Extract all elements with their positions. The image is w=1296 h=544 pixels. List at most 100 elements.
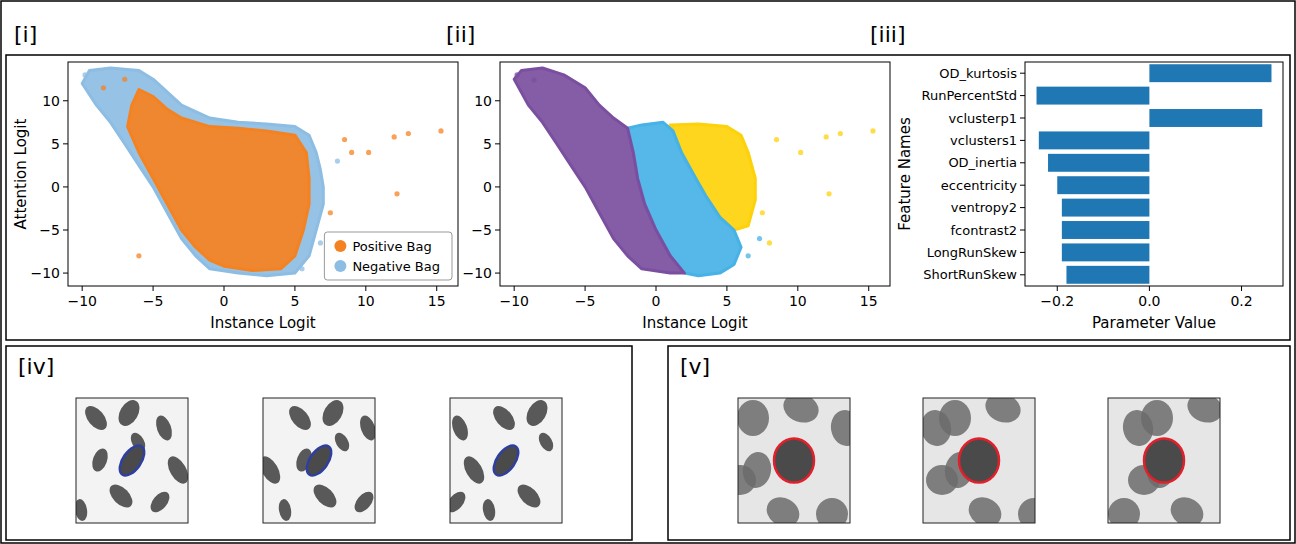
nucleus [923, 408, 954, 449]
nucleus [81, 402, 111, 434]
bar [1062, 221, 1150, 239]
x-tick [365, 286, 366, 291]
nucleus [738, 400, 769, 436]
x-tick-label: 5 [722, 293, 731, 309]
x-tick [1057, 286, 1058, 291]
nucleus-contour [774, 439, 814, 483]
legend-label: Negative Bag [352, 259, 440, 274]
tile-frame [450, 398, 562, 523]
x-tick-label: 15 [428, 293, 446, 309]
nucleus [738, 465, 756, 495]
nucleus [114, 398, 144, 430]
nucleus [285, 402, 315, 434]
point [122, 77, 127, 82]
bar [1039, 131, 1150, 149]
x-tick-label: −10 [67, 293, 97, 309]
y-tick-label: 5 [483, 136, 492, 152]
point [531, 77, 536, 82]
point [342, 137, 347, 142]
panel-label: [i] [14, 22, 37, 47]
y-tick-label: 10 [474, 93, 492, 109]
x-tick [1241, 286, 1242, 291]
image-tile [923, 398, 1035, 523]
y-tick-label: −10 [462, 265, 492, 281]
y-tick-label: 0 [483, 179, 492, 195]
bar [1149, 64, 1271, 82]
point [798, 150, 803, 155]
nucleus [481, 498, 497, 522]
image-tile [263, 398, 375, 523]
nucleus [816, 498, 848, 523]
plot-frame [1025, 62, 1283, 286]
nucleus [332, 430, 352, 453]
category-label: OD_inertia [948, 155, 1017, 170]
outer-frame [1, 1, 1295, 543]
panel-frame [6, 346, 632, 540]
point [101, 85, 106, 90]
nucleus [1183, 398, 1220, 427]
x-tick [514, 286, 515, 291]
nucleus [351, 488, 375, 515]
nucleus [450, 488, 469, 515]
nucleus [318, 398, 348, 430]
category-tick [1020, 252, 1025, 253]
nucleus [460, 453, 489, 487]
legend-marker [334, 240, 346, 252]
y-tick [63, 186, 68, 187]
category-tick [1020, 185, 1025, 186]
point [826, 191, 831, 196]
nucleus [164, 453, 188, 487]
nucleus [1120, 408, 1156, 449]
point [767, 240, 772, 245]
tile-frame [263, 398, 375, 523]
y-tick [63, 273, 68, 274]
y-tick [495, 186, 500, 187]
plot-area [1037, 64, 1272, 284]
point [335, 158, 340, 163]
bar [1048, 154, 1149, 172]
figure: −10−50510−10−5051015Instance LogitAttent… [0, 0, 1296, 544]
nucleus [779, 398, 822, 427]
x-tick-label: −5 [575, 293, 596, 309]
x-tick [585, 286, 586, 291]
nucleus-contour [959, 439, 999, 483]
y-tick [63, 230, 68, 231]
y-tick [495, 230, 500, 231]
point [392, 134, 397, 139]
y-tick [495, 143, 500, 144]
image-tile [76, 398, 188, 523]
category-label: fcontrast2 [951, 223, 1017, 238]
y-tick [495, 273, 500, 274]
point-cloud [514, 68, 684, 273]
x-tick-label: 0 [652, 293, 661, 309]
y-tick-label: 5 [51, 136, 60, 152]
x-tick-label: −10 [499, 293, 529, 309]
category-label: ShortRunSkew [923, 267, 1017, 282]
x-tick [436, 286, 437, 291]
point-cloud [128, 90, 310, 271]
x-tick [224, 286, 225, 291]
point [870, 128, 875, 133]
category-tick [1020, 207, 1025, 208]
x-axis-title: Parameter Value [1092, 314, 1216, 332]
legend-label: Positive Bag [352, 239, 431, 254]
x-tick-label: −5 [143, 293, 164, 309]
x-tick-label: 0.2 [1230, 293, 1252, 309]
point [328, 210, 333, 215]
x-tick-label: 15 [860, 293, 878, 309]
nucleus [522, 398, 552, 430]
panel-label: [iii] [870, 22, 906, 47]
nucleus [1018, 498, 1035, 523]
point [824, 134, 829, 139]
plot-frame [68, 62, 458, 286]
point [366, 150, 371, 155]
point [838, 131, 843, 136]
x-tick-label: 0.0 [1138, 293, 1160, 309]
x-tick-label: 10 [789, 293, 807, 309]
x-tick-label: −0.2 [1040, 293, 1074, 309]
category-label: eccentricity [941, 178, 1017, 193]
nucleus [263, 453, 284, 487]
y-axis-title: Attention Logit [12, 118, 30, 229]
nucleus [450, 413, 471, 442]
category-tick [1020, 274, 1025, 275]
